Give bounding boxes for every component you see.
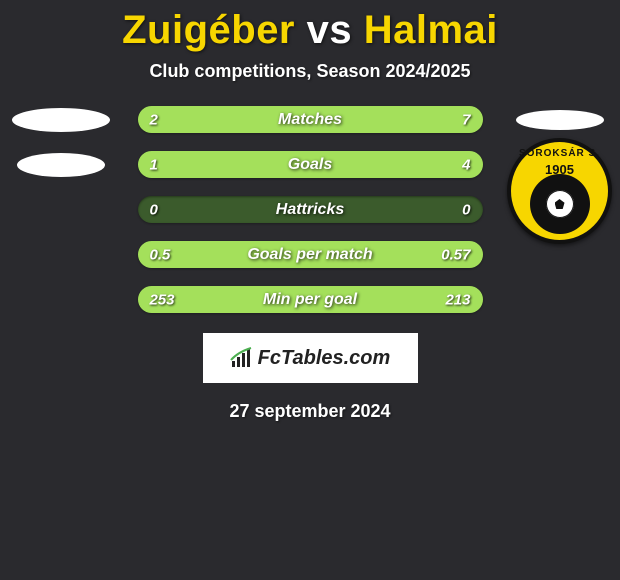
stat-row: 0 Hattricks 0: [0, 196, 620, 223]
stat-bar: 1 Goals 4: [138, 151, 483, 178]
footer-date: 27 september 2024: [0, 401, 620, 422]
fctables-text: FcTables.com: [258, 347, 391, 370]
placeholder-ellipse-icon: [516, 110, 604, 130]
bar-right-fill: [207, 151, 483, 178]
stat-row: 253 Min per goal 213: [0, 286, 620, 313]
stat-value-right: 4: [462, 156, 470, 173]
stat-row: 1 Goals 4 SOROKSÁR S. 1905: [0, 151, 620, 178]
stat-value-right: 0: [462, 201, 470, 218]
fctables-logo[interactable]: FcTables.com: [203, 333, 418, 383]
stat-value-left: 0.5: [150, 246, 171, 263]
bar-right-fill: [213, 106, 482, 133]
stat-label: Matches: [278, 111, 342, 129]
stat-value-left: 0: [150, 201, 158, 218]
left-team-badge-slot: [8, 108, 113, 132]
club-badge-arc: SOROKSÁR S.: [511, 148, 608, 159]
stat-value-left: 2: [150, 111, 158, 128]
subtitle: Club competitions, Season 2024/2025: [0, 61, 620, 82]
player1-name: Zuigéber: [122, 8, 295, 52]
stat-bar: 0 Hattricks 0: [138, 196, 483, 223]
stat-bar: 253 Min per goal 213: [138, 286, 483, 313]
stat-bar: 0.5 Goals per match 0.57: [138, 241, 483, 268]
stat-value-left: 253: [150, 291, 175, 308]
placeholder-ellipse-icon: [12, 108, 110, 132]
stat-label: Goals: [288, 156, 332, 174]
bar-chart-icon: [230, 347, 254, 369]
stat-label: Min per goal: [263, 291, 357, 309]
right-team-badge-slot: SOROKSÁR S. 1905: [507, 141, 612, 241]
vs-text: vs: [295, 8, 364, 52]
left-team-badge-slot: [8, 153, 113, 177]
stat-value-right: 0.57: [441, 246, 470, 263]
club-badge-icon: SOROKSÁR S. 1905: [507, 138, 612, 244]
stat-row: 2 Matches 7: [0, 106, 620, 133]
stat-row: 0.5 Goals per match 0.57: [0, 241, 620, 268]
stat-bar: 2 Matches 7: [138, 106, 483, 133]
stat-value-right: 213: [445, 291, 470, 308]
placeholder-ellipse-icon: [17, 153, 105, 177]
right-team-badge-slot: [507, 110, 612, 130]
stat-value-left: 1: [150, 156, 158, 173]
page-title: Zuigéber vs Halmai: [0, 8, 620, 53]
bar-left-fill: [138, 151, 207, 178]
stat-value-right: 7: [462, 111, 470, 128]
stat-label: Hattricks: [276, 201, 344, 219]
stat-label: Goals per match: [247, 246, 372, 264]
player2-name: Halmai: [364, 8, 498, 52]
